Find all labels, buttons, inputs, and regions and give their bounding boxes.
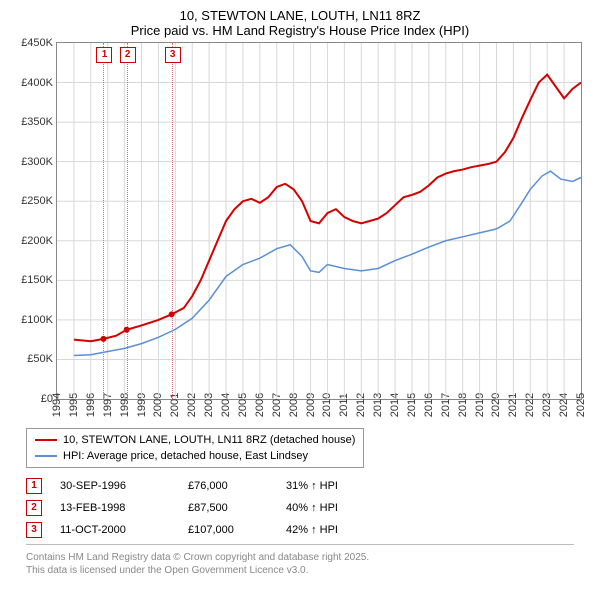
event-price: £107,000 [188, 524, 268, 536]
title-line-1: 10, STEWTON LANE, LOUTH, LN11 8RZ [12, 8, 588, 23]
footer-line-1: Contains HM Land Registry data © Crown c… [26, 551, 574, 564]
plot-box: £0£50K£100K£150K£200K£250K£300K£350K£400… [56, 42, 582, 422]
price-marker [124, 327, 130, 333]
event-row: 2 13-FEB-1998 £87,500 40% ↑ HPI [26, 500, 588, 516]
footer: Contains HM Land Registry data © Crown c… [26, 551, 574, 577]
series-line [74, 171, 581, 355]
event-delta: 42% ↑ HPI [286, 524, 338, 536]
event-number: 1 [26, 478, 42, 494]
event-row: 1 30-SEP-1996 £76,000 31% ↑ HPI [26, 478, 588, 494]
chart-container: 10, STEWTON LANE, LOUTH, LN11 8RZ Price … [0, 0, 600, 590]
legend-swatch [35, 439, 57, 441]
event-row: 3 11-OCT-2000 £107,000 42% ↑ HPI [26, 522, 588, 538]
event-delta: 40% ↑ HPI [286, 502, 338, 514]
event-date: 30-SEP-1996 [60, 480, 170, 492]
y-tick-label: £250K [21, 195, 53, 207]
y-tick-label: £150K [21, 274, 53, 286]
event-delta: 31% ↑ HPI [286, 480, 338, 492]
y-tick-label: £450K [21, 37, 53, 49]
legend-label: 10, STEWTON LANE, LOUTH, LN11 8RZ (detac… [63, 432, 355, 448]
title-line-2: Price paid vs. HM Land Registry's House … [12, 23, 588, 38]
separator [26, 544, 574, 545]
event-date: 11-OCT-2000 [60, 524, 170, 536]
legend-swatch [35, 455, 57, 457]
event-date: 13-FEB-1998 [60, 502, 170, 514]
series-line [74, 75, 581, 342]
legend-row: 10, STEWTON LANE, LOUTH, LN11 8RZ (detac… [35, 432, 355, 448]
legend-row: HPI: Average price, detached house, East… [35, 448, 355, 464]
y-tick-label: £100K [21, 314, 53, 326]
event-number: 2 [26, 500, 42, 516]
y-tick-label: £200K [21, 235, 53, 247]
event-price: £76,000 [188, 480, 268, 492]
events-table: 1 30-SEP-1996 £76,000 31% ↑ HPI 2 13-FEB-1998… [26, 478, 588, 538]
legend-label: HPI: Average price, detached house, East… [63, 448, 308, 464]
footer-line-2: This data is licensed under the Open Gov… [26, 564, 574, 577]
price-marker [169, 311, 175, 317]
y-tick-label: £50K [27, 353, 53, 365]
y-tick-label: £300K [21, 156, 53, 168]
y-tick-label: £350K [21, 116, 53, 128]
event-price: £87,500 [188, 502, 268, 514]
y-tick-label: £400K [21, 77, 53, 89]
event-number: 3 [26, 522, 42, 538]
price-marker [100, 336, 106, 342]
legend: 10, STEWTON LANE, LOUTH, LN11 8RZ (detac… [26, 428, 364, 468]
plot-area: £0£50K£100K£150K£200K£250K£300K£350K£400… [56, 42, 582, 400]
